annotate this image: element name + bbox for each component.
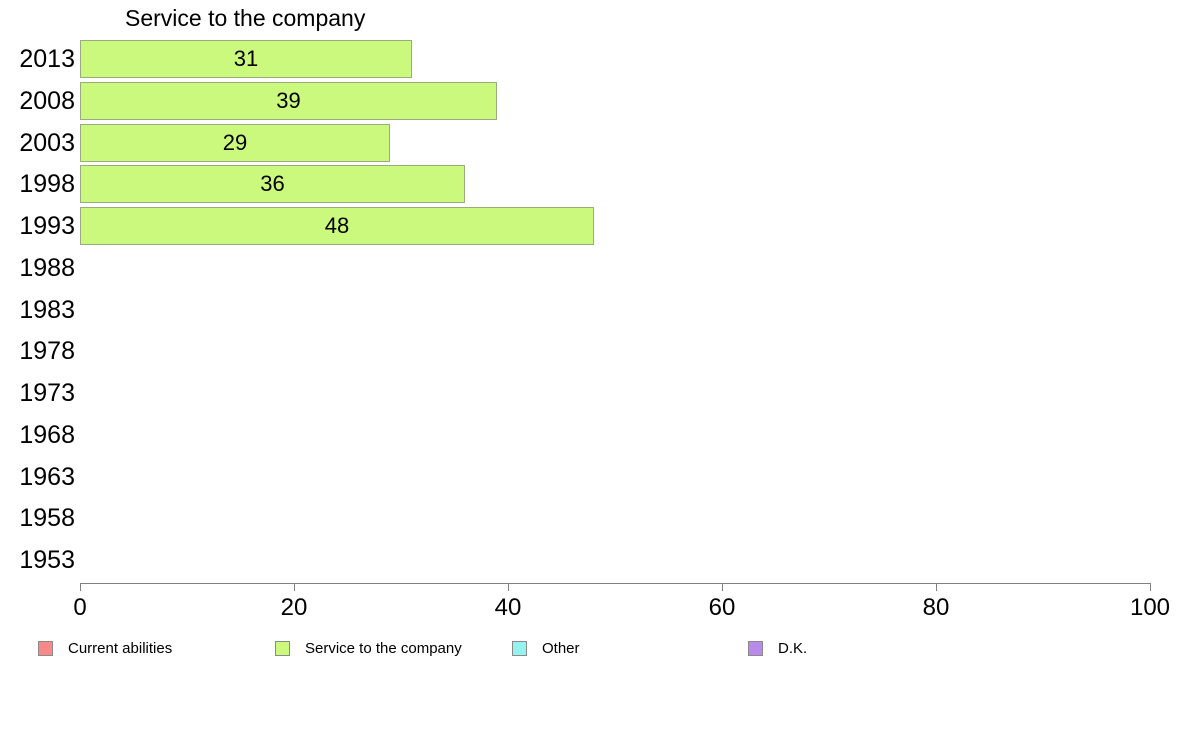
y-axis-label: 1973 (19, 379, 75, 407)
y-axis-label: 1993 (19, 212, 75, 240)
bar: 36 (80, 165, 465, 204)
x-axis-tick (1150, 583, 1151, 591)
legend-swatch (38, 641, 53, 656)
legend-swatch (748, 641, 763, 656)
x-axis-tick-label: 20 (280, 594, 308, 621)
x-axis-tick-label: 100 (1129, 594, 1171, 621)
bar-value-label: 39 (276, 87, 301, 113)
x-axis-tick (722, 583, 723, 591)
y-axis-label: 2003 (19, 128, 75, 157)
chart-title: Service to the company (125, 5, 366, 31)
x-axis-tick-label: 40 (494, 594, 522, 621)
y-axis-label: 2008 (19, 86, 75, 115)
y-axis-label: 1983 (19, 295, 75, 324)
y-axis-label: 1958 (19, 504, 75, 533)
y-axis-label: 1998 (19, 170, 75, 199)
legend-label: D.K. (778, 640, 808, 657)
x-axis-tick (80, 583, 81, 591)
legend-swatch (275, 641, 290, 656)
y-axis-label: 1978 (19, 337, 75, 366)
bar-value-label: 36 (260, 171, 285, 197)
x-axis-tick-label: 60 (708, 594, 736, 621)
x-axis-tick-label: 0 (73, 594, 87, 621)
legend-label: Service to the company (305, 640, 462, 657)
y-axis-label: 1953 (19, 546, 75, 574)
y-axis-label: 2013 (19, 45, 75, 73)
bar-value-label: 29 (222, 129, 248, 155)
x-axis-line (80, 583, 1150, 584)
x-axis-tick (936, 583, 937, 591)
bar-value-label: 48 (324, 213, 350, 238)
y-axis-label: 1968 (19, 420, 75, 449)
bar: 48 (80, 207, 594, 245)
legend-swatch (512, 641, 527, 656)
y-axis-label: 1988 (19, 253, 75, 282)
bar: 31 (80, 40, 412, 78)
bar-value-label: 31 (233, 46, 259, 71)
bar: 39 (80, 81, 497, 120)
legend-label: Current abilities (68, 640, 173, 657)
legend-label: Other (542, 640, 580, 657)
y-axis-label: 1963 (19, 462, 75, 491)
x-axis-tick-label: 80 (922, 594, 950, 621)
x-axis-tick (508, 583, 509, 591)
x-axis-tick (294, 583, 295, 591)
bar: 29 (80, 123, 390, 162)
